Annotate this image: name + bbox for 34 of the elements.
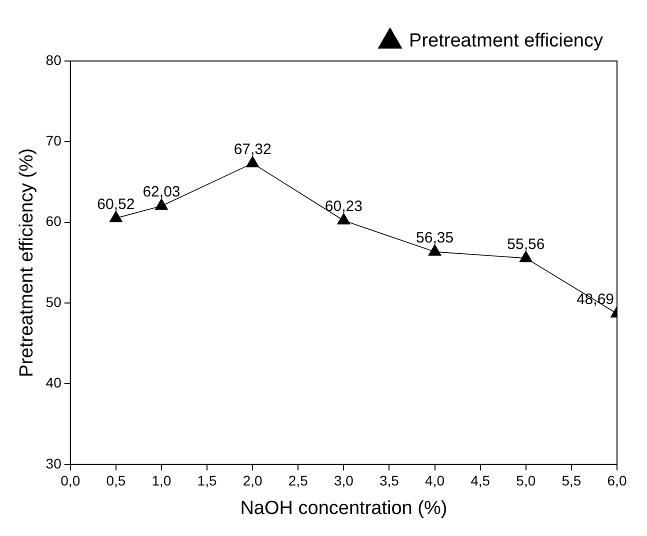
- y-axis-title: Pretreatment efficiency (%): [16, 148, 38, 378]
- y-tick-label: 50: [46, 294, 62, 310]
- x-tick-label: 4,0: [425, 472, 445, 489]
- x-tick-label: 5,5: [562, 472, 582, 489]
- y-tick-label: 30: [46, 455, 62, 472]
- legend-label: Pretreatment efficiency: [409, 30, 604, 52]
- x-axis-title: NaOH concentration (%): [240, 498, 448, 519]
- data-label: 67,32: [234, 140, 272, 158]
- x-tick-label: 6,0: [607, 472, 627, 489]
- point: [337, 213, 350, 224]
- x-tick-label: 0,0: [60, 472, 80, 489]
- x-tick-label: 3,0: [334, 472, 354, 489]
- data-label: 62,03: [142, 184, 180, 201]
- x-tick-label: 1,0: [152, 472, 172, 489]
- point: [246, 156, 260, 168]
- point: [109, 210, 122, 222]
- y-tick-label: 70: [46, 132, 62, 149]
- data-label: 55,56: [507, 236, 545, 253]
- data-label: 60,23: [324, 198, 362, 216]
- point: [519, 250, 532, 262]
- point: [428, 244, 442, 256]
- x-tick-label: 4,5: [470, 472, 490, 489]
- y-tick-label: 40: [46, 374, 62, 391]
- data-label: 56,35: [416, 229, 454, 246]
- x-tick-label: 5,0: [516, 472, 536, 489]
- y-tick-label: 80: [46, 52, 62, 68]
- x-tick-label: 3,5: [380, 472, 400, 489]
- x-tick-label: 0,5: [106, 472, 126, 489]
- x-tick-label: 2,0: [242, 472, 263, 489]
- x-tick-label: 2,5: [288, 472, 308, 489]
- data-label: 60,52: [97, 196, 135, 213]
- x-tick-label: 1,5: [197, 472, 217, 489]
- y-tick-label: 60: [46, 213, 62, 230]
- point: [155, 198, 168, 210]
